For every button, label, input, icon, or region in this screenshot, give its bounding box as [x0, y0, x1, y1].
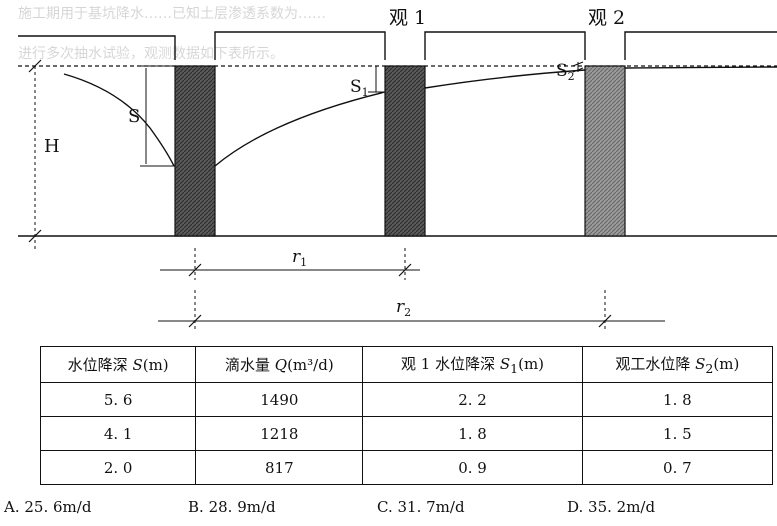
table-cell: 2. 0	[39, 450, 197, 485]
background-text-line-1: 施工期用于基坑降水……已知土层渗透系数为……	[18, 5, 326, 22]
table-row: 5. 6 1490 2. 2 1. 8	[39, 382, 774, 417]
table-cell: 1. 5	[581, 416, 774, 451]
table-cell: 1218	[195, 416, 364, 451]
table-cell: 0. 9	[362, 450, 583, 485]
table-cell: 4. 1	[39, 416, 197, 451]
s2-label: S2	[556, 61, 575, 83]
h-label: H	[44, 136, 60, 157]
s1-label: S1	[350, 77, 369, 99]
option-b[interactable]: B. 28. 9m/d	[188, 498, 276, 516]
obs2-label: 观 2	[588, 7, 625, 29]
header-discharge-q: 滴水量 Q(m³/d)	[195, 346, 364, 383]
obs1-label: 观 1	[389, 7, 426, 29]
observation-well-2	[584, 65, 626, 237]
table-cell: 1. 8	[362, 416, 583, 451]
r1-label: r1	[292, 247, 307, 269]
table-header-row: 水位降深 S(m) 滴水量 Q(m³/d) 观 1 水位降深 S1(m) 观工水…	[39, 346, 774, 383]
header-obs1-drawdown: 观 1 水位降深 S1(m)	[362, 346, 583, 383]
option-c[interactable]: C. 31. 7m/d	[377, 498, 465, 516]
pumping-test-table: 水位降深 S(m) 滴水量 Q(m³/d) 观 1 水位降深 S1(m) 观工水…	[39, 346, 774, 485]
table-row: 2. 0 817 0. 9 0. 7	[39, 450, 774, 485]
table-cell: 5. 6	[39, 382, 197, 417]
s-label: S	[128, 106, 140, 127]
answer-options: A. 25. 6m/d B. 28. 9m/d C. 31. 7m/d D. 3…	[0, 490, 777, 520]
option-d[interactable]: D. 35. 2m/d	[567, 498, 656, 516]
header-drawdown-s: 水位降深 S(m)	[39, 346, 197, 383]
pumping-well	[174, 65, 216, 237]
background-text-line-2: 进行多次抽水试验，观测数据如下表所示。	[18, 45, 284, 62]
option-a[interactable]: A. 25. 6m/d	[4, 498, 92, 516]
observation-well-1	[384, 65, 426, 237]
drawdown-curve-right	[214, 66, 777, 167]
table-cell: 817	[195, 450, 364, 485]
ground-surface-line	[18, 31, 777, 60]
table-cell: 1. 8	[581, 382, 774, 417]
table-cell: 2. 2	[362, 382, 583, 417]
table-cell: 1490	[195, 382, 364, 417]
table-cell: 0. 7	[581, 450, 774, 485]
header-obs2-drawdown: 观工水位降 S2(m)	[581, 346, 774, 383]
table-row: 4. 1 1218 1. 8 1. 5	[39, 416, 774, 451]
r2-label: r2	[396, 297, 411, 319]
well-diagram: 施工期用于基坑降水……已知土层渗透系数为…… 进行多次抽水试验，观测数据如下表所…	[18, 5, 777, 330]
drawdown-curve-left	[63, 73, 175, 167]
